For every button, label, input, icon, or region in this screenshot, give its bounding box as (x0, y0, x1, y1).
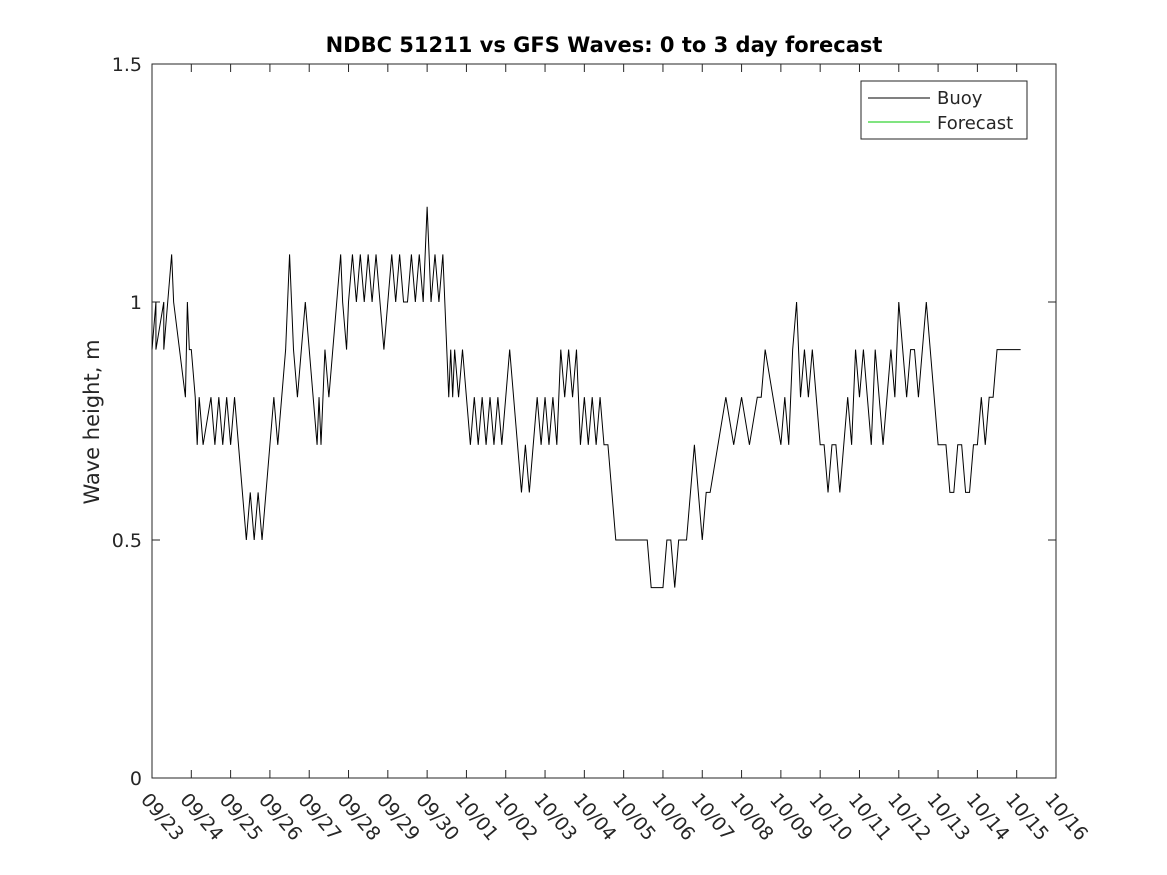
x-tick-label: 10/01 (451, 789, 503, 845)
x-tick-label: 10/06 (647, 789, 699, 845)
x-tick-label: 10/15 (1001, 789, 1053, 845)
x-tick-label: 10/16 (1040, 789, 1092, 845)
legend: Buoy Forecast (860, 80, 1028, 140)
y-tick-label: 1 (130, 292, 142, 314)
x-tick-label: 10/12 (883, 789, 935, 845)
chart-title: NDBC 51211 vs GFS Waves: 0 to 3 day fore… (326, 33, 883, 57)
x-tick-label: 10/14 (962, 789, 1014, 845)
x-tick-label: 09/24 (175, 789, 227, 845)
x-tick-label: 10/04 (569, 789, 621, 845)
x-tick-label: 10/11 (844, 789, 896, 845)
y-tick-label: 1.5 (112, 54, 142, 76)
x-tick-label: 09/30 (411, 789, 463, 845)
legend-box (860, 80, 1028, 140)
x-tick-label: 10/13 (922, 789, 974, 845)
x-tick-label: 09/23 (136, 789, 188, 845)
x-tick-label: 09/27 (293, 789, 345, 845)
legend-buoy-label: Buoy (937, 88, 983, 109)
x-tick-label: 10/07 (686, 789, 738, 845)
x-tick-label: 09/29 (372, 789, 424, 845)
x-tick-label: 10/02 (490, 789, 542, 845)
x-tick-label: 10/03 (529, 789, 581, 845)
x-tick-label: 09/26 (254, 789, 306, 845)
x-tick-label: 10/09 (765, 789, 817, 845)
x-tick-label: 10/05 (608, 789, 660, 845)
y-axis-ticks: 0 0.5 1 1.5 (112, 54, 1056, 790)
x-tick-label: 09/28 (333, 789, 385, 845)
y-tick-label: 0.5 (112, 530, 142, 552)
x-tick-label: 10/10 (804, 789, 856, 845)
series-line-buoy (151, 206, 1021, 589)
x-tick-label: 09/25 (215, 789, 267, 845)
y-tick-label: 0 (130, 768, 142, 790)
legend-forecast-label: Forecast (937, 113, 1013, 134)
series-layer (151, 206, 1021, 589)
x-tick-label: 10/08 (726, 789, 778, 845)
plot-area (151, 63, 1057, 779)
y-axis-label: Wave height, m (80, 339, 104, 504)
